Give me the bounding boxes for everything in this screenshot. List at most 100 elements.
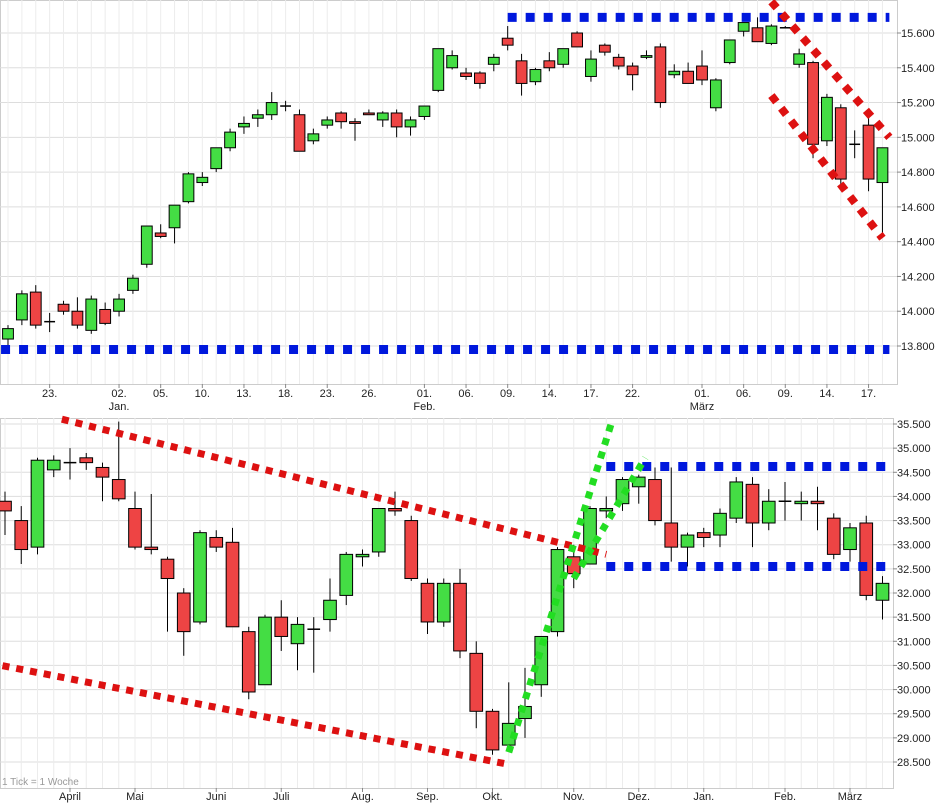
x-tick-label: 26. [361, 388, 376, 400]
candle [709, 78, 722, 112]
candle-body [371, 508, 386, 553]
candle [668, 64, 681, 79]
candle [30, 457, 45, 555]
y-tick-label: 35.000 [897, 443, 931, 455]
candle [460, 67, 472, 80]
candle [501, 26, 514, 51]
candle-body [349, 121, 361, 124]
y-tick-label: 29.500 [897, 709, 931, 721]
candle-body [71, 310, 84, 326]
candle [810, 486, 825, 531]
candle-body [140, 225, 153, 265]
y-tick-label: 33.000 [897, 540, 931, 552]
x-tick-label: 17. [861, 388, 876, 400]
candle-body [265, 102, 278, 116]
x-tick-label: 10. [195, 388, 210, 400]
candle [209, 530, 224, 552]
candle-body [751, 27, 764, 43]
candle [168, 204, 181, 244]
candle-body [810, 500, 825, 505]
candle [529, 67, 542, 86]
x-tick-label: 09. [778, 388, 793, 400]
chart-panel-2: 28.500 29.000 29.500 30.000 30.500 31.000 31.5… [0, 415, 931, 803]
y-tick-label: 14.200 [901, 271, 935, 283]
x-tick-label: 02. [111, 388, 126, 400]
candle [224, 128, 236, 152]
candle [44, 312, 56, 333]
x-tick-label: 17. [583, 388, 598, 400]
candle-body [765, 25, 778, 44]
candle-body [113, 298, 125, 312]
candle-body [875, 582, 890, 601]
candle [834, 104, 847, 190]
candle [63, 448, 77, 480]
candle [765, 24, 778, 46]
candle-body [196, 176, 209, 184]
x-month-label: Aug. [351, 791, 374, 803]
candle-body [335, 112, 348, 123]
candle-body [307, 133, 320, 142]
candle [485, 708, 500, 755]
candle-body [543, 60, 556, 69]
candle [349, 118, 361, 141]
candle [557, 48, 570, 68]
candle-body [436, 582, 451, 623]
candle-body [355, 553, 370, 558]
candle-body [420, 582, 435, 623]
y-tick-label: 35.500 [897, 419, 931, 431]
candle-body [251, 114, 264, 119]
x-tick-label: 14. [542, 388, 557, 400]
candle-body [501, 37, 514, 46]
candle [280, 100, 292, 112]
candle-body [696, 532, 711, 538]
x-tick-label: 18. [278, 388, 293, 400]
candle-body [29, 291, 42, 326]
candle-body [258, 616, 272, 686]
x-tick-label: 23. [320, 388, 335, 400]
x-month-label: Sep. [416, 791, 439, 803]
candle-body [664, 522, 679, 548]
red-trend-line [768, 0, 893, 140]
red-trend-line [0, 661, 510, 768]
candle [534, 635, 549, 697]
candle [0, 491, 12, 536]
x-tick-label: 14. [819, 388, 834, 400]
candle [57, 300, 70, 315]
candle-body [485, 710, 500, 751]
candle [794, 491, 809, 521]
candle [751, 17, 764, 43]
green-trend-line [570, 456, 649, 581]
candle [362, 109, 375, 116]
candle-body [696, 65, 708, 81]
x-tick-label: 13. [236, 388, 251, 400]
x-tick-label: 22. [625, 388, 640, 400]
candle [210, 147, 223, 173]
candle-body [599, 508, 614, 512]
candle [241, 626, 256, 700]
candle-body [404, 119, 417, 128]
candle [29, 285, 42, 329]
candle-body [834, 107, 847, 180]
candle-body [737, 22, 750, 32]
candle [196, 172, 209, 187]
candle-body [182, 173, 195, 203]
candle-body [862, 124, 875, 180]
candle [265, 92, 278, 120]
x-tick-label: 05. [153, 388, 168, 400]
candle-body [0, 500, 12, 512]
candle [598, 43, 611, 56]
candle-body [85, 298, 98, 331]
candle [682, 62, 695, 84]
candle [290, 617, 305, 671]
candle-body [682, 70, 695, 84]
candle-body [793, 53, 806, 65]
x-month-label: Dez. [627, 791, 650, 803]
candle [46, 455, 61, 478]
chart-panel-1: 13.800 14.000 14.200 14.400 14.600 14.800 15.0… [0, 0, 935, 413]
tick-footnote: 1 Tick = 1 Woche [2, 777, 79, 788]
candle [95, 462, 110, 502]
candle-body [321, 119, 334, 126]
candle [843, 522, 857, 562]
candle [127, 274, 139, 294]
candle-body [128, 508, 142, 548]
